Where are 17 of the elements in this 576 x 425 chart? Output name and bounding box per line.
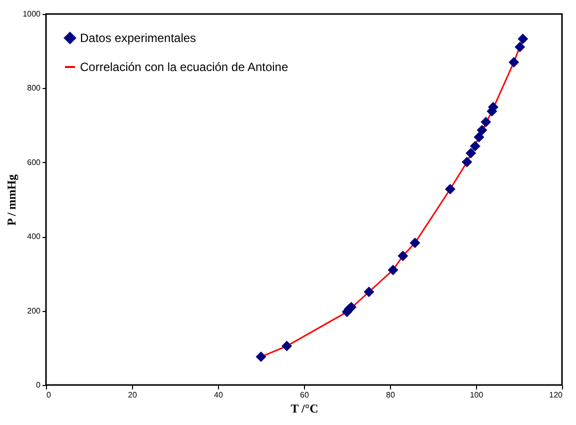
y-axis-title: P / mmHg <box>4 174 19 226</box>
x-tick-label: 80 <box>386 390 396 400</box>
x-tick-label: 20 <box>128 390 138 400</box>
x-tick-label: 0 <box>46 390 52 400</box>
x-axis-title: T /°C <box>290 402 318 416</box>
y-tick-label: 400 <box>27 232 42 242</box>
x-tick-label: 60 <box>300 390 310 400</box>
y-tick-label: 600 <box>27 158 42 167</box>
y-tick-label: 200 <box>27 306 42 316</box>
x-tick-label: 40 <box>214 390 224 400</box>
legend-label: Datos experimentales <box>80 31 196 45</box>
y-tick-label: 800 <box>27 84 42 93</box>
legend-label: Correlación con la ecuación de Antoine <box>80 60 288 74</box>
y-tick-label: 0 <box>36 380 42 390</box>
x-tick-label: 120 <box>549 390 564 400</box>
x-tick-label: 100 <box>470 390 484 400</box>
y-tick-label: 1000 <box>22 10 42 18</box>
